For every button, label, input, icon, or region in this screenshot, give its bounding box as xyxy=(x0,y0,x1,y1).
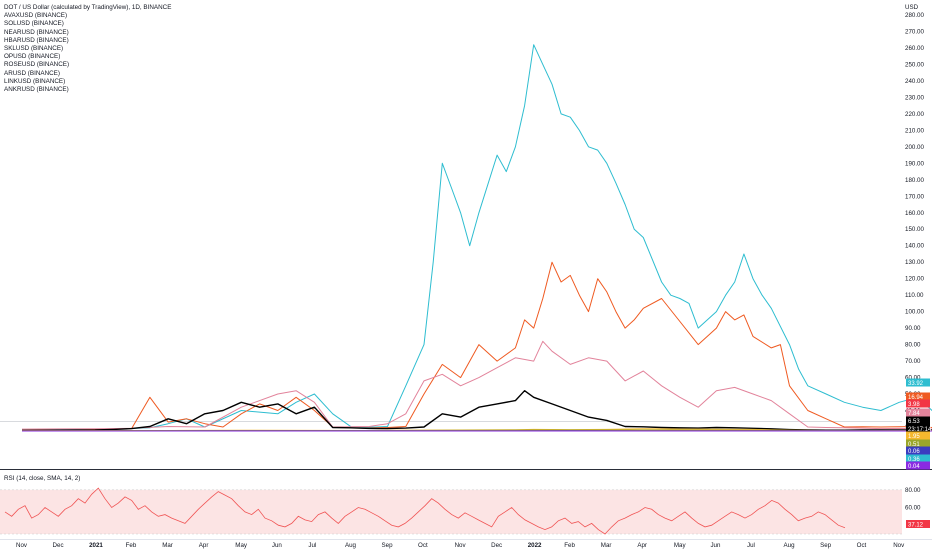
time-tick-label: Apr xyxy=(637,542,647,549)
price-badge-label: 3.98 xyxy=(908,402,920,408)
series-line-3 xyxy=(22,391,932,431)
legend: DOT / US Dollar (calculated by TradingVi… xyxy=(4,4,171,94)
legend-item-ankr: ANKRUSD (BINANCE) xyxy=(4,86,171,94)
series-line-2 xyxy=(22,341,932,429)
price-tick-label: 110.00 xyxy=(905,292,924,299)
price-tick-label: 120.00 xyxy=(905,276,924,283)
time-tick-label: Jul xyxy=(308,542,316,549)
price-tick-label: 230.00 xyxy=(905,94,924,101)
rsi-tick-label: 80.00 xyxy=(905,487,921,494)
time-tick-label: May xyxy=(674,542,687,549)
time-tick-label: Aug xyxy=(784,542,796,549)
time-tick-label: Dec xyxy=(491,542,502,549)
price-tick-label: 90.00 xyxy=(905,325,921,332)
time-tick-label: Sep xyxy=(820,542,832,549)
time-tick-label: Dec xyxy=(53,542,64,549)
time-tick-label: Feb xyxy=(126,542,137,549)
series-line-0 xyxy=(22,45,932,430)
price-badge-label: 33.92 xyxy=(908,381,924,387)
time-tick-label: Jul xyxy=(747,542,755,549)
time-tick-label: Jun xyxy=(710,542,721,549)
time-tick-label: Nov xyxy=(455,542,467,549)
time-tick-label: Apr xyxy=(199,542,209,549)
time-tick-label: Mar xyxy=(601,542,612,549)
price-tick-label: 210.00 xyxy=(905,127,924,134)
time-tick-label: Oct xyxy=(418,542,428,549)
price-badge-label: 1.95 xyxy=(908,434,920,440)
price-tick-label: 80.00 xyxy=(905,342,921,349)
price-badge-label: 0.04 xyxy=(908,464,920,470)
time-tick-label: Feb xyxy=(564,542,575,549)
price-tick-label: 190.00 xyxy=(905,160,924,167)
price-badge-label: 7.84 xyxy=(908,411,920,417)
price-tick-label: 220.00 xyxy=(905,111,924,118)
price-tick-label: 70.00 xyxy=(905,358,921,365)
rsi-value-label: 37.12 xyxy=(908,523,924,529)
time-tick-label: 2021 xyxy=(89,542,103,549)
time-tick-label: Mar xyxy=(162,542,173,549)
legend-item-sol: SOLUSD (BINANCE) xyxy=(4,20,171,28)
price-badge-label: 6.53 xyxy=(908,419,920,425)
legend-item-ar: ARUSD (BINANCE) xyxy=(4,70,171,78)
price-tick-label: 130.00 xyxy=(905,259,924,266)
time-tick-label: Nov xyxy=(893,542,905,549)
price-tick-label: 140.00 xyxy=(905,243,924,250)
legend-item-rose: ROSEUSD (BINANCE) xyxy=(4,61,171,69)
price-tick-label: 150.00 xyxy=(905,226,924,233)
price-tick-label: 160.00 xyxy=(905,210,924,217)
legend-item-link: LINKUSD (BINANCE) xyxy=(4,78,171,86)
price-tick-label: 170.00 xyxy=(905,193,924,200)
time-tick-label: Nov xyxy=(16,542,28,549)
price-badge-label: 0.06 xyxy=(908,449,920,455)
time-tick-label: Sep xyxy=(382,542,394,549)
price-tick-label: 240.00 xyxy=(905,78,924,85)
rsi-label: RSI (14, close, SMA, 14, 2) xyxy=(4,475,80,482)
price-tick-label: 250.00 xyxy=(905,61,924,68)
legend-item-skl: SKLUSD (BINANCE) xyxy=(4,45,171,53)
time-tick-label: Aug xyxy=(345,542,357,549)
price-tick-label: 100.00 xyxy=(905,309,924,316)
time-tick-label: Oct xyxy=(857,542,867,549)
price-tick-label: 270.00 xyxy=(905,28,924,35)
time-tick-label: 2022 xyxy=(528,542,542,549)
legend-item-hbar: HBARUSD (BINANCE) xyxy=(4,37,171,45)
rsi-tick-label: 60.00 xyxy=(905,505,921,512)
rsi-band xyxy=(0,490,902,534)
time-tick-label: May xyxy=(235,542,248,549)
time-tick-label: Jun xyxy=(272,542,283,549)
price-tick-label: 280.00 xyxy=(905,12,924,19)
price-tick-label: 260.00 xyxy=(905,45,924,52)
price-tick-label: 180.00 xyxy=(905,177,924,184)
series-line-1 xyxy=(22,262,932,430)
legend-item-op: OPUSD (BINANCE) xyxy=(4,53,171,61)
legend-item-near: NEARUSD (BINANCE) xyxy=(4,29,171,37)
legend-item-avax: AVAXUSD (BINANCE) xyxy=(4,12,171,20)
legend-title: DOT / US Dollar (calculated by TradingVi… xyxy=(4,4,171,12)
price-tick-label: 200.00 xyxy=(905,144,924,151)
currency-label: USD xyxy=(905,4,919,11)
